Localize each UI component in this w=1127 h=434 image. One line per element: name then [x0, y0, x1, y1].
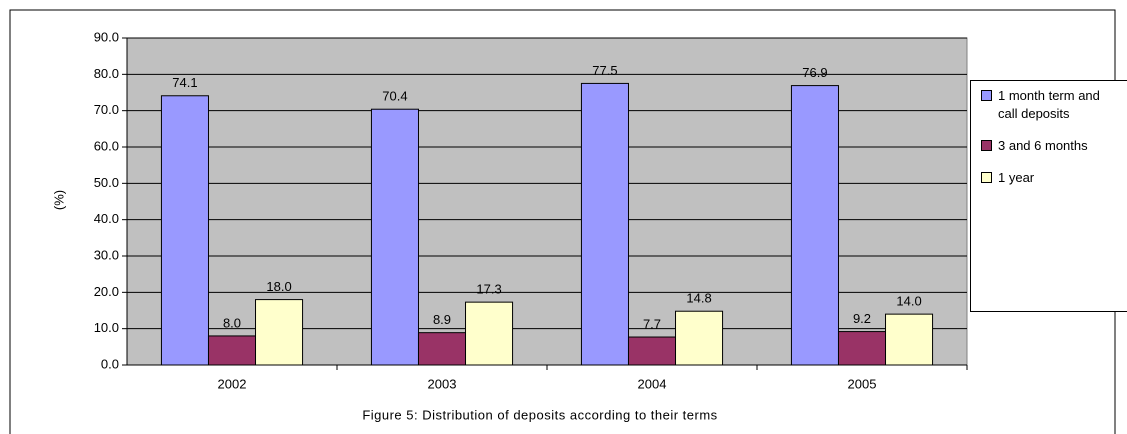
bar [417, 332, 467, 366]
plot-area [126, 37, 968, 366]
y-tick-label: 40.0 [94, 211, 119, 226]
x-tick-label: 2003 [428, 376, 457, 391]
bar [580, 82, 629, 366]
legend-swatch [981, 172, 992, 183]
y-tick-label: 70.0 [94, 102, 119, 117]
legend-item: 1 month term and call deposits [981, 87, 1127, 123]
bar [370, 108, 419, 366]
data-label: 8.9 [433, 312, 451, 327]
legend-label: 1 month term and call deposits [998, 88, 1100, 121]
data-label: 18.0 [266, 279, 291, 294]
x-tick-label: 2004 [638, 376, 667, 391]
bar [627, 336, 677, 366]
y-tick-label: 60.0 [94, 138, 119, 153]
legend-item: 3 and 6 months [981, 137, 1127, 155]
data-label: 14.0 [896, 294, 921, 309]
data-label: 77.5 [592, 63, 617, 78]
y-tick-label: 30.0 [94, 247, 119, 262]
data-label: 8.0 [223, 315, 241, 330]
legend-label: 3 and 6 months [998, 138, 1088, 153]
x-tick-label: 2005 [848, 376, 877, 391]
data-label: 7.7 [643, 316, 661, 331]
bar [465, 301, 514, 366]
y-tick-label: 20.0 [94, 284, 119, 299]
data-label: 74.1 [172, 75, 197, 90]
x-tick-label: 2002 [218, 376, 247, 391]
bar [790, 85, 839, 366]
bar [837, 331, 887, 366]
legend-swatch [981, 140, 992, 151]
data-label: 17.3 [476, 282, 501, 297]
bar [160, 95, 209, 366]
legend-swatch [981, 90, 992, 101]
legend-label: 1 year [998, 170, 1035, 185]
y-tick-label: 80.0 [94, 66, 119, 81]
legend: 1 month term and call deposits 3 and 6 mo… [970, 80, 1127, 312]
data-label: 9.2 [853, 311, 871, 326]
data-label: 76.9 [802, 65, 827, 80]
data-label: 70.4 [382, 89, 407, 104]
bar [675, 310, 724, 366]
data-label: 14.8 [686, 291, 711, 306]
y-tick-label: 50.0 [94, 175, 119, 190]
bar [207, 335, 257, 366]
legend-item: 1 year [981, 169, 1127, 187]
y-tick-label: 10.0 [94, 320, 119, 335]
y-tick-label: 0.0 [101, 356, 119, 371]
y-axis-label: (%) [51, 190, 66, 210]
y-tick-label: 90.0 [94, 29, 119, 44]
bar [885, 313, 934, 366]
chart-title: Figure 5: Distribution of deposits accor… [362, 407, 717, 422]
bar [255, 299, 304, 366]
